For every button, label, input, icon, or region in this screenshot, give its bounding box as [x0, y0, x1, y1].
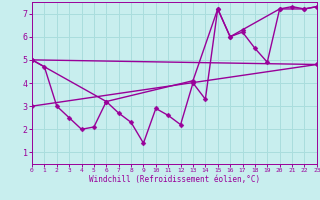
- X-axis label: Windchill (Refroidissement éolien,°C): Windchill (Refroidissement éolien,°C): [89, 175, 260, 184]
